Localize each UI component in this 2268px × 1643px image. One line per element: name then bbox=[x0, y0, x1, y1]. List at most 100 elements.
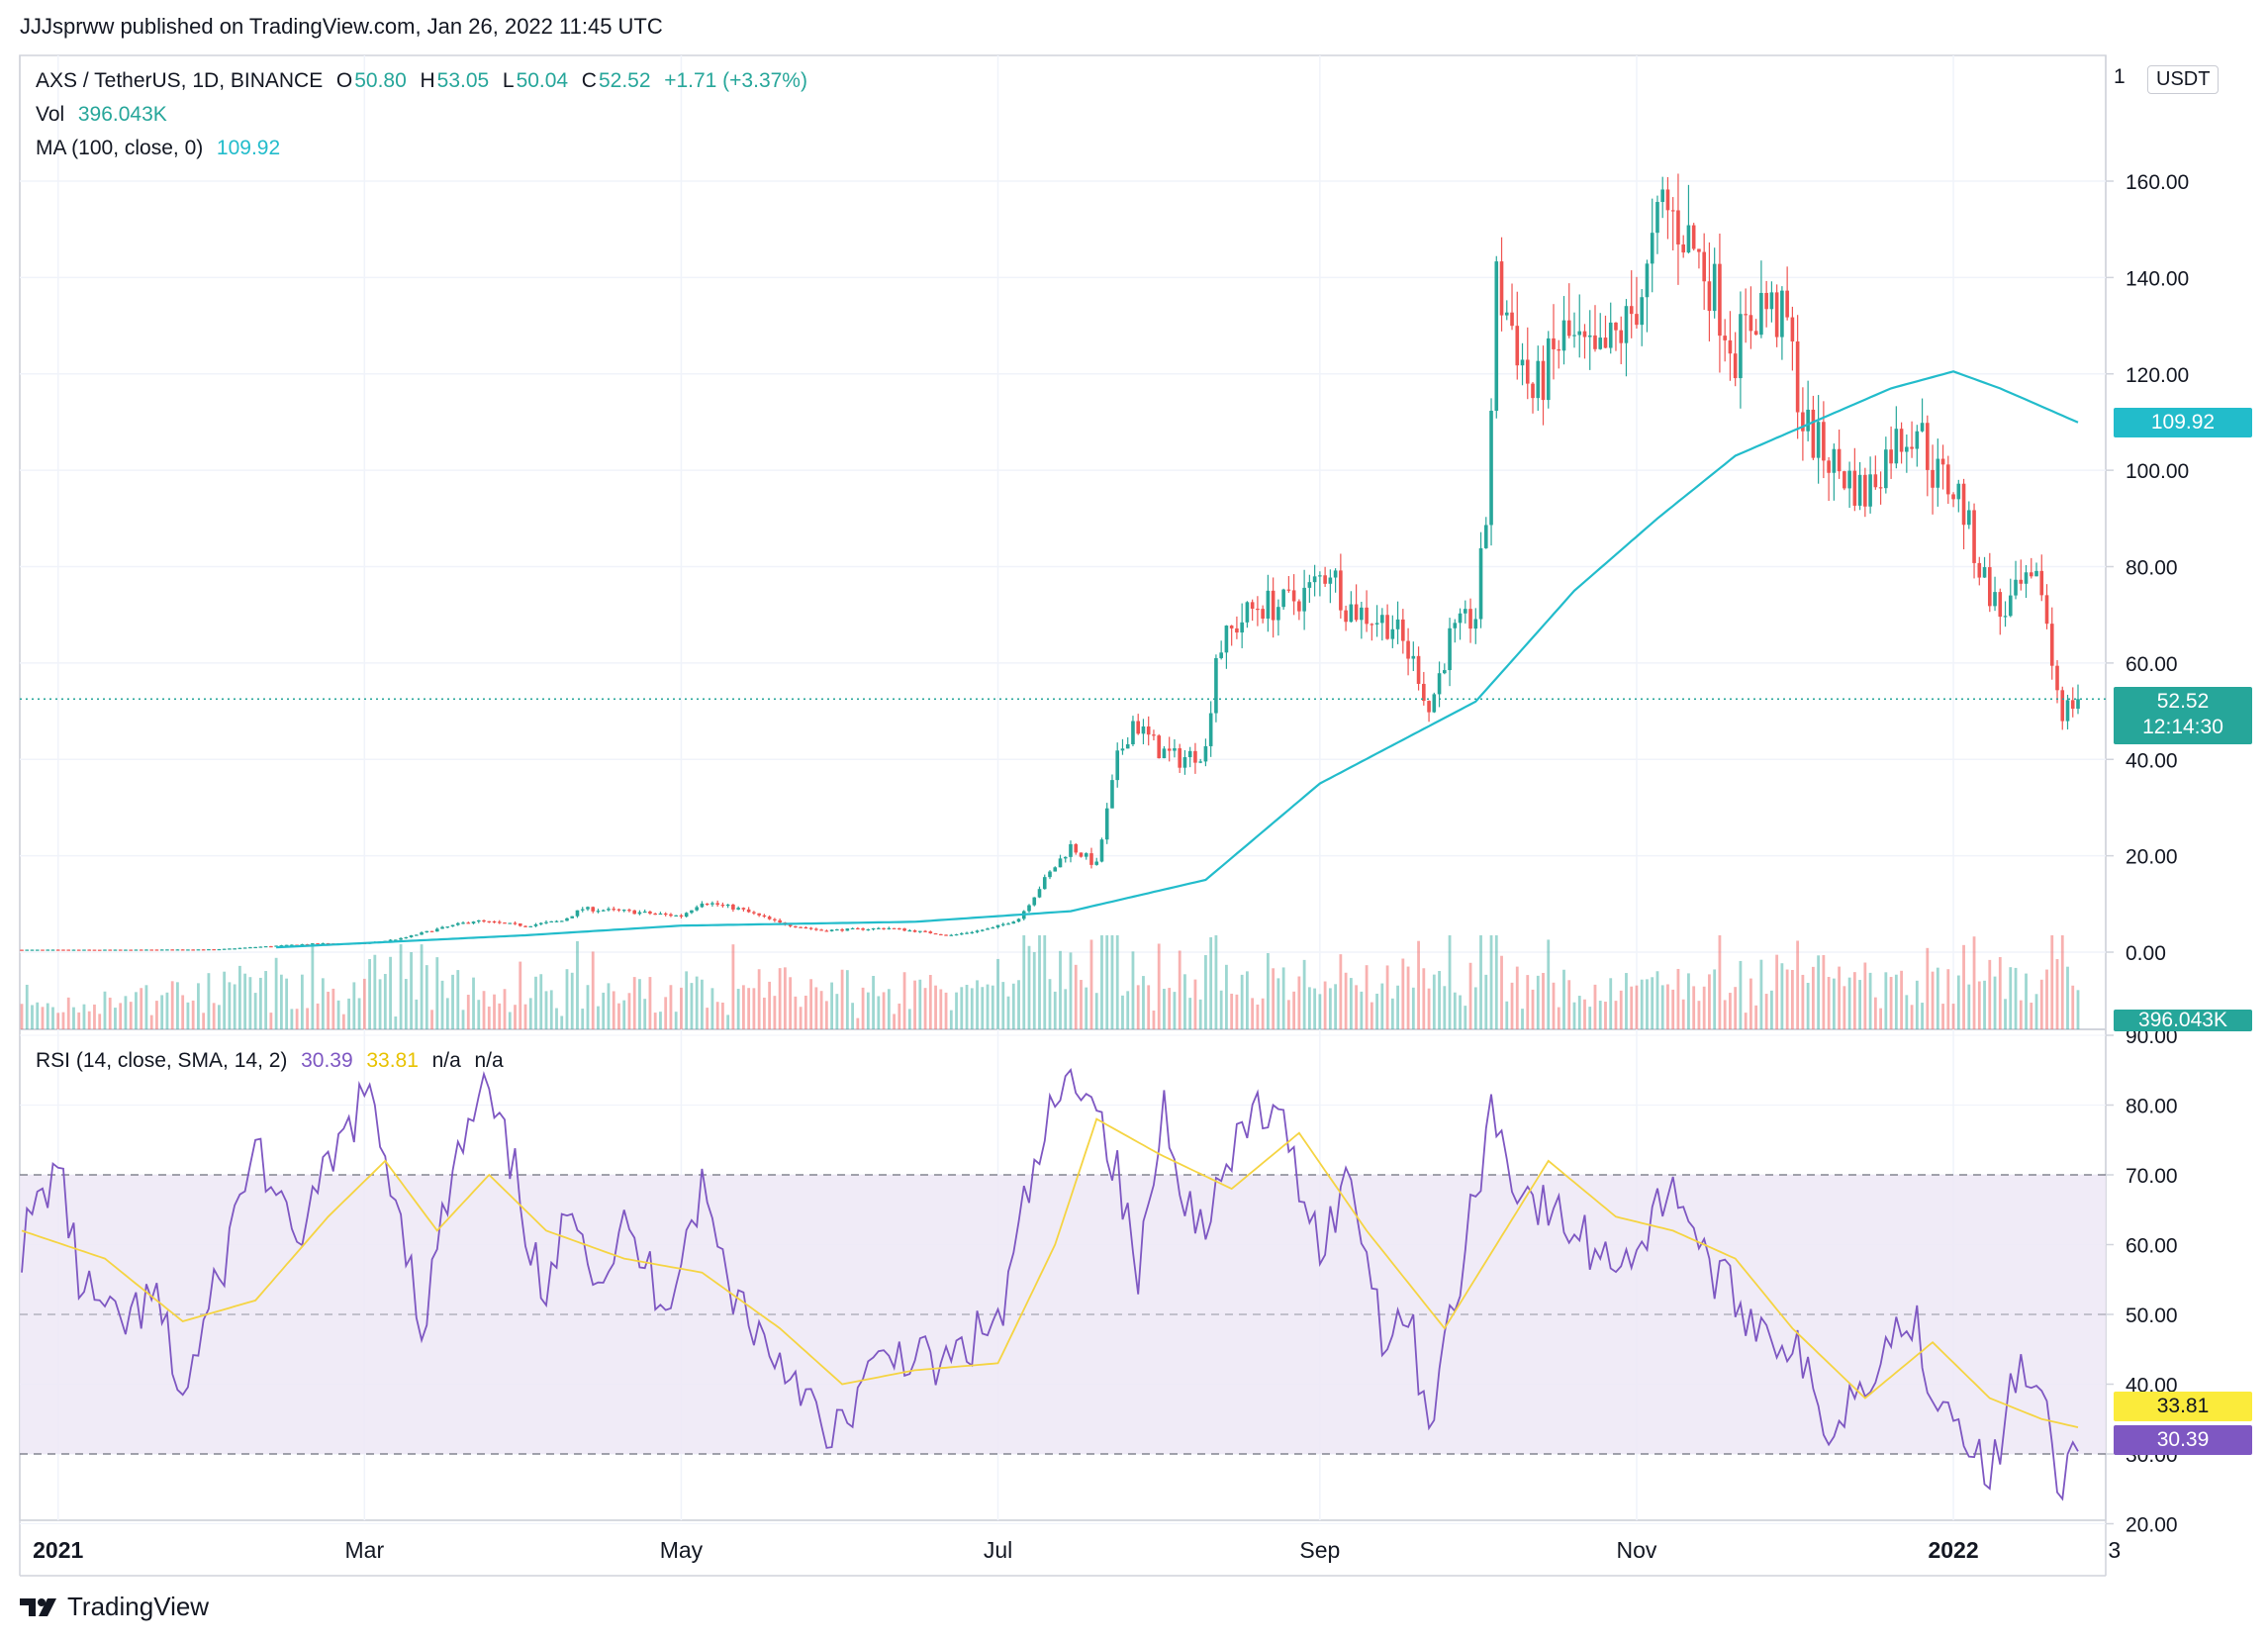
candle-body bbox=[933, 932, 938, 935]
volume-bar bbox=[2055, 959, 2059, 1029]
volume-bar bbox=[607, 983, 611, 1029]
volume-bar bbox=[1915, 980, 1919, 1029]
price-tick-label: 100.00 bbox=[2126, 460, 2189, 483]
candle-body bbox=[1847, 470, 1851, 489]
candle-body bbox=[1977, 562, 1982, 578]
candle-body bbox=[41, 949, 45, 951]
volume-bar bbox=[939, 989, 943, 1029]
candle-body bbox=[824, 930, 829, 932]
candle-body bbox=[653, 913, 657, 916]
candle-body bbox=[1146, 725, 1151, 735]
candle-body bbox=[1120, 748, 1125, 751]
candle-body bbox=[165, 949, 169, 951]
volume-bar bbox=[747, 988, 751, 1029]
candle-body bbox=[1582, 331, 1587, 338]
candle-body bbox=[1878, 487, 1883, 489]
candle-body bbox=[1712, 263, 1717, 312]
volume-bar bbox=[1479, 935, 1482, 1029]
candle-body bbox=[1042, 877, 1047, 890]
candle-body bbox=[528, 925, 533, 927]
candle-body bbox=[404, 936, 409, 939]
candle-body bbox=[1494, 261, 1499, 412]
tradingview-brand[interactable]: TradingView bbox=[20, 1592, 209, 1622]
ma-label: MA (100, close, 0) bbox=[36, 137, 204, 159]
volume-bar bbox=[114, 1008, 117, 1029]
low-label: L bbox=[502, 69, 515, 92]
volume-bar bbox=[1292, 991, 1296, 1029]
candle-body bbox=[237, 947, 242, 949]
currency-button[interactable]: USDT bbox=[2147, 65, 2220, 94]
volume-bar bbox=[1801, 974, 1805, 1029]
volume-bar bbox=[1941, 1004, 1944, 1029]
volume-bar bbox=[1702, 986, 1706, 1029]
candle-body bbox=[663, 913, 668, 916]
candle-body bbox=[1203, 745, 1208, 762]
volume-bar bbox=[2009, 967, 2013, 1029]
volume-bar bbox=[617, 1003, 620, 1029]
volume-bar bbox=[1417, 940, 1420, 1029]
candle-body bbox=[731, 904, 735, 910]
candle-body bbox=[471, 921, 476, 923]
candle-body bbox=[321, 942, 326, 945]
volume-bar bbox=[1681, 999, 1685, 1029]
candle-body bbox=[710, 903, 714, 905]
volume-bar bbox=[1411, 987, 1415, 1029]
price-tick-label: 140.00 bbox=[2126, 267, 2189, 290]
volume-bar bbox=[576, 940, 579, 1029]
candle-body bbox=[1094, 861, 1099, 865]
volume-bar bbox=[1894, 974, 1898, 1029]
ma-legend[interactable]: MA (100, close, 0) 109.92 bbox=[36, 137, 282, 160]
candle-body bbox=[113, 949, 118, 951]
volume-bar bbox=[701, 979, 704, 1029]
volume-bar bbox=[1089, 939, 1093, 1029]
volume-bar bbox=[41, 1007, 45, 1029]
volume-bar bbox=[1115, 935, 1119, 1029]
candle-body bbox=[1370, 624, 1374, 626]
volume-bar bbox=[861, 987, 865, 1029]
candle-body bbox=[1173, 748, 1177, 751]
volume-bar bbox=[1360, 991, 1364, 1029]
volume-bar bbox=[2060, 935, 2064, 1029]
volume-bar bbox=[934, 985, 937, 1029]
volume-bar bbox=[51, 1007, 54, 1029]
open-label: O bbox=[335, 69, 353, 92]
candle-body bbox=[2076, 699, 2080, 710]
volume-bar bbox=[420, 944, 424, 1029]
volume-bar bbox=[1157, 943, 1161, 1029]
candle-body bbox=[1110, 780, 1114, 809]
candle-body bbox=[1276, 607, 1280, 621]
volume-bar bbox=[803, 995, 807, 1029]
candle-body bbox=[1339, 570, 1343, 611]
candle-body bbox=[715, 903, 719, 906]
candle-body bbox=[482, 919, 486, 922]
candle-body bbox=[1640, 297, 1645, 326]
volume-bar bbox=[451, 974, 454, 1029]
candle-body bbox=[118, 949, 123, 951]
rsi-legend[interactable]: RSI (14, close, SMA, 14, 2) 30.39 33.81 … bbox=[36, 1049, 506, 1073]
tradingview-logo-icon bbox=[20, 1597, 56, 1616]
volume-bar bbox=[581, 1009, 585, 1029]
volume-bar bbox=[1723, 1000, 1727, 1029]
candle-body bbox=[1801, 412, 1805, 432]
volume-legend[interactable]: Vol 396.043K bbox=[36, 103, 169, 127]
candle-body bbox=[1074, 843, 1079, 853]
volume-bar bbox=[1011, 983, 1015, 1029]
candle-body bbox=[2024, 572, 2029, 584]
volume-bar bbox=[1256, 1004, 1260, 1029]
candle-body bbox=[1250, 602, 1255, 609]
close-label: C bbox=[581, 69, 597, 92]
candle-body bbox=[1676, 210, 1680, 245]
volume-bar bbox=[1489, 935, 1493, 1029]
candle-body bbox=[258, 946, 263, 948]
symbol-legend[interactable]: AXS / TetherUS, 1D, BINANCE O50.80 H53.0… bbox=[36, 69, 809, 93]
volume-bar bbox=[1515, 966, 1519, 1029]
last-price-badge: 52.52 12:14:30 bbox=[2114, 687, 2252, 744]
volume-bar bbox=[1697, 1001, 1701, 1029]
candle-body bbox=[1961, 483, 1966, 526]
high-label: H bbox=[420, 69, 435, 92]
candle-body bbox=[1328, 577, 1333, 584]
volume-bar bbox=[1209, 936, 1213, 1029]
volume-bar bbox=[1370, 1002, 1373, 1029]
candle-body bbox=[1940, 458, 1945, 465]
